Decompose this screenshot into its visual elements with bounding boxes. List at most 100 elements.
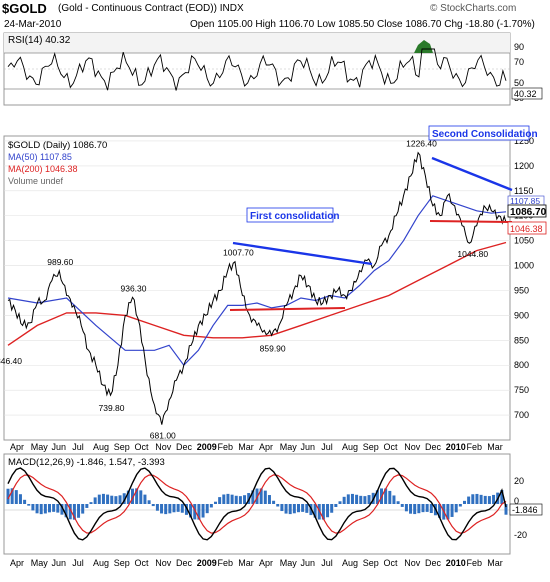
macd-histogram-bar (101, 493, 105, 504)
macd-histogram-bar (218, 497, 222, 504)
macd-histogram-bar (184, 504, 188, 515)
macd-histogram-bar (72, 504, 76, 520)
brand-watermark: © StockCharts.com (430, 3, 517, 14)
macd-histogram-bar (297, 504, 300, 513)
x-axis-label: Jul (72, 558, 84, 568)
macd-histogram-bar (334, 504, 338, 507)
macd-histogram-bar (209, 504, 213, 508)
macd-histogram-bar (39, 504, 43, 515)
macd-histogram-bar (18, 494, 22, 504)
price-value-boxes: 1107.85 1086.70 1046.38 (507, 195, 547, 235)
macd-histogram-bar (131, 488, 134, 504)
x-axis-label: Jul (72, 442, 84, 452)
ma200-value-box (507, 221, 547, 235)
price-point-label: 1226.40 (406, 139, 437, 149)
x-axis-label: May (31, 442, 49, 452)
macd-histogram-bar (193, 504, 197, 520)
macd-histogram-bar (97, 494, 101, 504)
first-consolidation-trendline (232, 241, 373, 266)
macd-histogram-bar (60, 504, 64, 515)
macd-value-box (509, 503, 543, 516)
macd-histogram-bar (243, 495, 247, 504)
macd-histogram-bar (342, 496, 346, 504)
x-axis-label: Nov (404, 558, 421, 568)
macd-histogram-bar (81, 504, 85, 514)
x-axis-label: Jun (52, 558, 67, 568)
legend-volume: Volume undef (8, 176, 64, 186)
x-axis-label: May (280, 442, 298, 452)
price-point-label: 936.30 (121, 283, 147, 293)
macd-histogram-bar (180, 504, 184, 513)
macd-histogram-bar (454, 504, 458, 513)
chart-date: 24-Mar-2010 (4, 19, 62, 30)
rsi-overbought-band (4, 33, 510, 53)
second-consolidation-label: Second Consolidation (432, 129, 538, 140)
macd-histogram-bar (438, 504, 442, 518)
macd-histogram-bar (27, 504, 31, 506)
price-point-label: 1044.80 (457, 249, 488, 259)
x-axis-label: 2010 (446, 442, 466, 452)
ma200-value-label: 1046.38 (510, 224, 543, 234)
x-axis-label: Nov (155, 558, 172, 568)
x-axis-label: Jun (301, 558, 316, 568)
x-axis-label: Aug (342, 442, 358, 452)
rsi-value-box (511, 87, 543, 100)
chart-symbol: $GOLD (2, 1, 47, 16)
price-tick-label: 850 (514, 335, 529, 345)
macd-histogram-bar (355, 494, 359, 504)
macd-value-label: -1.846 (512, 505, 538, 515)
legend-gold: $GOLD (Daily) 1086.70 (8, 140, 107, 151)
macd-histogram-bar (292, 504, 296, 514)
macd-histogram-bar (201, 504, 205, 518)
macd-histogram-bar (504, 504, 508, 515)
macd-histogram-bar (446, 504, 450, 520)
rsi-panel: RSI(14) 40.32 90 70 50 30 40.32 (3, 32, 543, 106)
macd-histogram-bar (425, 504, 429, 512)
price-point-label: 1007.70 (223, 248, 254, 258)
macd-histogram-bar (400, 504, 404, 507)
x-axis-label: 2009 (197, 558, 217, 568)
macd-histogram-bar (305, 504, 309, 513)
price-tick-label: 750 (514, 385, 529, 395)
macd-histogram-bar (197, 504, 201, 520)
macd-histogram-bar (151, 504, 155, 507)
x-axis-label: 2010 (446, 558, 466, 568)
price-x-axis: Apr May Jun Jul Aug Sep Oct Nov Dec 2009 Feb Mar Apr… (10, 442, 503, 452)
first-consolidation-annotation: First consolidation (246, 207, 339, 223)
x-axis-label: Sep (114, 442, 130, 452)
macd-histogram-bar (255, 488, 259, 504)
price-tick-label: 950 (514, 285, 529, 295)
macd-histogram-bar (313, 504, 317, 518)
macd-histogram-bar (118, 495, 122, 504)
macd-histogram-bar (176, 504, 180, 512)
macd-histogram-bar (126, 490, 130, 504)
price-panel-frame (3, 135, 511, 441)
macd-histogram-bar (214, 501, 217, 504)
chart-description: (Gold - Continuous Contract (EOD)) INDX (58, 3, 244, 14)
macd-histogram-bar (276, 504, 280, 507)
macd-histogram-bar (346, 494, 350, 504)
price-legend: $GOLD (Daily) 1086.70 MA(50) 1107.85 MA(… (8, 140, 107, 186)
x-axis-label: Dec (425, 442, 442, 452)
x-axis-label: Mar (487, 442, 503, 452)
macd-histogram-bar (471, 494, 475, 504)
macd-histogram-bar (280, 504, 284, 512)
price-axis-ticks: 1250120011501100105010009509008508007507… (514, 136, 534, 420)
macd-histogram-bar (421, 504, 425, 513)
macd-histogram-bar (487, 496, 491, 504)
macd-histogram-bar (396, 501, 400, 504)
x-axis-label: Feb (218, 442, 234, 452)
macd-histogram-bar (500, 490, 504, 504)
macd-histogram-bar (234, 495, 238, 504)
first-consolidation-label: First consolidation (250, 211, 339, 222)
x-axis-label: Aug (93, 558, 109, 568)
x-axis-label: Jul (321, 442, 333, 452)
second-consolidation-support (429, 220, 513, 223)
ma200-line (7, 241, 507, 346)
price-tick-label: 800 (514, 360, 529, 370)
close-value-box (507, 204, 547, 218)
macd-histogram-bar (267, 495, 271, 504)
price-line (7, 151, 507, 425)
x-axis-label: Nov (155, 442, 172, 452)
